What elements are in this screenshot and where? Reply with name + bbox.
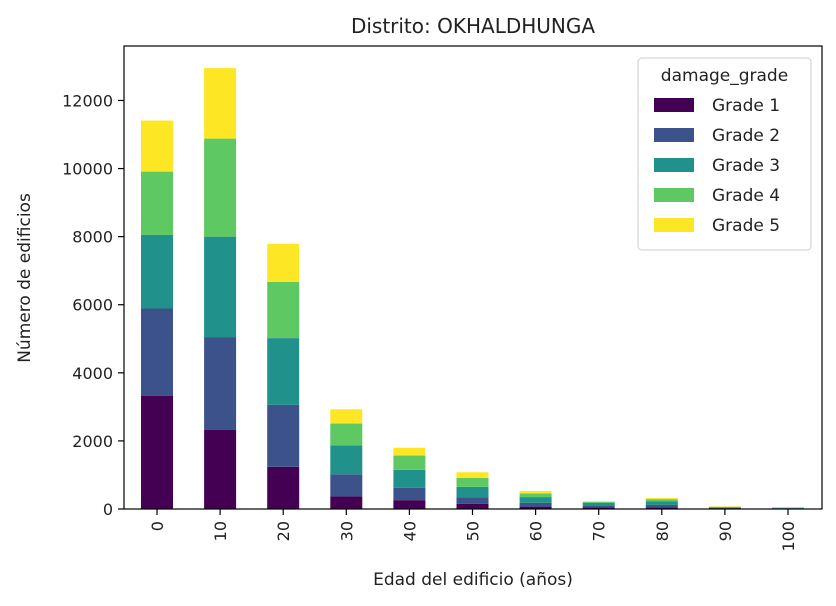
x-tick-label-80: 80 <box>653 521 672 541</box>
bar-segment-40-grade-3 <box>393 469 426 488</box>
bar-segment-70-grade-5 <box>582 501 615 502</box>
bar-segment-100-grade-3 <box>772 507 804 509</box>
bar-segment-10-grade-4 <box>204 138 237 237</box>
bar-segment-0-grade-3 <box>141 234 173 309</box>
x-tick-label-0: 0 <box>148 521 167 531</box>
bar-segment-10-grade-2 <box>204 337 237 431</box>
bar-segment-10-grade-3 <box>204 236 237 338</box>
y-tick-label-2000: 2000 <box>72 432 113 451</box>
bar-segment-80-grade-5 <box>645 498 678 500</box>
bar-segment-20-grade-2 <box>267 404 300 467</box>
bar-segment-20-grade-1 <box>267 466 300 509</box>
bar-segment-40-grade-2 <box>393 487 426 501</box>
bar-segment-70-grade-1 <box>582 507 615 509</box>
x-axis-label: Edad del edificio (años) <box>373 570 573 590</box>
bar-segment-0-grade-1 <box>141 395 173 509</box>
bar-segment-60-grade-4 <box>519 493 552 498</box>
bar-segment-50-grade-5 <box>456 472 489 479</box>
bar-segment-80-grade-3 <box>645 501 678 505</box>
bar-segment-60-grade-2 <box>519 502 552 507</box>
bar-segment-80-grade-4 <box>645 499 678 502</box>
bar-segment-60-grade-1 <box>519 506 552 509</box>
bar-segment-40-grade-5 <box>393 447 426 456</box>
bar-segment-50-grade-1 <box>456 503 489 509</box>
bar-segment-90-grade-5 <box>708 506 741 507</box>
y-tick-label-4000: 4000 <box>72 364 113 383</box>
legend-label-grade-3: Grade 3 <box>712 156 780 176</box>
bar-segment-90-grade-4 <box>708 506 741 508</box>
bar-segment-60-grade-3 <box>519 497 552 503</box>
x-tick-label-40: 40 <box>400 521 419 541</box>
axes-group: 0 2000 4000 6000 8000 10000 12000 0 10 20 30 40 50 60… <box>62 45 823 552</box>
x-tick-label-90: 90 <box>716 521 735 541</box>
legend-swatch-grade-1 <box>654 98 694 112</box>
x-tick-label-50: 50 <box>464 521 483 541</box>
bar-segment-40-grade-4 <box>393 455 426 470</box>
bar-segment-40-grade-1 <box>393 500 426 509</box>
bar-segment-90-grade-3 <box>708 507 741 508</box>
chart-title: Distrito: OKHALDHUNGA <box>351 14 595 38</box>
x-tick-label-30: 30 <box>337 521 356 541</box>
bar-segment-10-grade-5 <box>204 68 237 139</box>
x-tick-label-70: 70 <box>590 521 609 541</box>
y-axis-label: Número de edificios <box>15 193 35 363</box>
bar-segment-20-grade-4 <box>267 281 300 339</box>
legend-swatch-grade-5 <box>654 218 694 232</box>
legend-label-grade-5: Grade 5 <box>712 216 780 236</box>
x-tick-label-100: 100 <box>779 521 798 552</box>
y-tick-label-12000: 12000 <box>62 91 113 110</box>
bar-segment-0-grade-5 <box>141 120 173 172</box>
bar-segment-30-grade-4 <box>330 423 363 446</box>
x-tick-label-60: 60 <box>527 521 546 541</box>
bar-segment-80-grade-1 <box>645 507 678 509</box>
bar-segment-20-grade-3 <box>267 338 300 405</box>
legend-swatch-grade-3 <box>654 158 694 172</box>
legend-label-grade-1: Grade 1 <box>712 96 780 116</box>
bar-segment-0-grade-4 <box>141 171 173 235</box>
bar-segment-30-grade-3 <box>330 445 363 475</box>
bar-segment-70-grade-3 <box>582 502 615 506</box>
y-tick-label-8000: 8000 <box>72 228 113 247</box>
bar-segment-50-grade-4 <box>456 478 489 487</box>
bar-segment-50-grade-2 <box>456 497 489 504</box>
bar-segment-60-grade-5 <box>519 490 552 494</box>
x-tick-label-10: 10 <box>211 521 230 541</box>
bars-group <box>141 68 804 509</box>
legend-title: damage_grade <box>661 66 788 86</box>
legend-label-grade-2: Grade 2 <box>712 126 780 146</box>
legend-swatch-grade-4 <box>654 188 694 202</box>
bar-segment-80-grade-2 <box>645 504 678 508</box>
bar-segment-20-grade-5 <box>267 243 300 282</box>
bar-segment-30-grade-1 <box>330 496 363 509</box>
bar-segment-70-grade-2 <box>582 505 615 508</box>
bar-segment-50-grade-3 <box>456 486 489 498</box>
bar-segment-30-grade-2 <box>330 474 363 497</box>
y-tick-label-6000: 6000 <box>72 296 113 315</box>
legend-label-grade-4: Grade 4 <box>712 186 780 206</box>
bar-segment-90-grade-2 <box>708 507 741 509</box>
legend: damage_grade Grade 1 Grade 2 Grade 3 Grade 4… <box>637 57 812 251</box>
legend-swatch-grade-2 <box>654 128 694 142</box>
y-tick-label-10000: 10000 <box>62 160 113 179</box>
bar-segment-30-grade-5 <box>330 409 363 424</box>
bar-segment-70-grade-4 <box>582 501 615 503</box>
x-tick-label-20: 20 <box>274 521 293 541</box>
bar-segment-0-grade-2 <box>141 308 173 396</box>
bar-segment-10-grade-1 <box>204 430 237 509</box>
y-tick-label-0: 0 <box>103 500 113 519</box>
